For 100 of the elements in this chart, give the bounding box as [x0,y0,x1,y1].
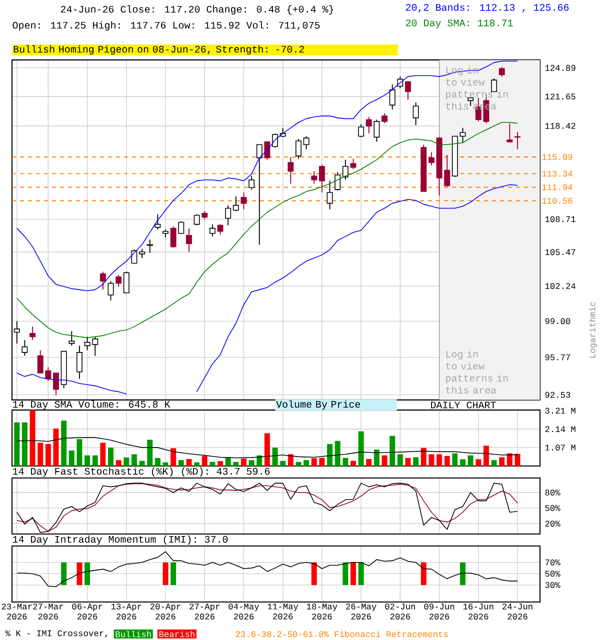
text: 20 Day SMA: 118.71 [406,20,513,28]
y-tick-label: 3.21 M [545,408,576,414]
bar [139,460,145,466]
y-axis-title: Logarithmic [588,302,598,358]
x-tick-label: 18-May 2026 [306,604,338,620]
x-tick-label: 02-Jun 2026 [385,604,416,620]
text: Bullish [116,630,151,638]
x-tick-label: 26-May 2026 [346,604,376,620]
bar [327,444,333,466]
candlestick [412,102,419,126]
bar [38,442,44,466]
bar [444,456,450,466]
candlestick [22,340,28,356]
bar [358,431,364,466]
candlestick [225,204,232,226]
candlestick [366,116,372,134]
candlestick [498,66,505,78]
candlestick [296,138,302,160]
bar [233,462,239,466]
candlestick [318,164,325,193]
y-tick-label: 1.07 M [545,444,576,451]
candlestick [146,239,153,254]
candlestick [264,141,270,160]
candlestick [100,271,106,290]
candlestick [374,119,380,142]
x-tick-label: 24-Jun 2026 [502,604,532,620]
candlestick [30,326,36,341]
legend-title: % K - IMI Crossover, [5,630,107,638]
bar [147,440,153,466]
bar [405,458,411,466]
y-tick-label: 108.71 [545,216,576,222]
candlestick [123,271,130,294]
candlestick [194,214,200,226]
x-tick-label: 16-Jun 2026 [463,604,494,620]
y-tick-label: 92.53 [545,392,570,398]
candlestick [311,170,318,184]
bar [413,457,419,466]
ref-line-label: 110.56 [542,198,572,204]
candlestick [170,226,176,248]
x-tick-label: 04-May 2026 [228,604,260,620]
bar [342,458,348,466]
candlestick [76,345,82,380]
candlestick [209,224,216,237]
candlestick [186,228,192,252]
candlestick [405,80,411,100]
x-tick-label: 11-May 2026 [268,604,298,620]
bar [178,460,184,466]
ref-line-label: 113.34 [542,170,572,177]
candlestick [108,280,114,301]
bar [397,454,403,466]
bar [240,458,246,466]
candlestick [240,192,247,210]
bar [428,454,434,466]
candlestick [139,248,146,259]
y-tick-label: 99.00 [545,318,570,324]
bar [476,459,482,466]
chart-title: 14 Day Fast Stochastic (%K) (%D): 43.7 59.6 [13,467,270,477]
bar [68,450,74,466]
chart-title: 14 Day Intraday Momentum (IMI): 37.0 [13,535,228,545]
bar [248,460,254,466]
bar [225,458,231,466]
y-tick-label: 2.14 M [545,426,576,432]
bar [272,448,278,466]
bar [210,462,216,466]
bar [45,444,51,466]
bar [108,448,114,466]
bar [319,458,325,466]
annotation: Log in to view patterns in this area [446,350,508,394]
candlestick [334,172,341,192]
y-tick-label: 118.42 [545,122,576,129]
bar [483,446,489,466]
x-tick-label: 09-Jun 2026 [424,604,454,620]
candlestick [14,320,20,344]
y-tick-label: 95.77 [545,354,570,360]
y-tick-label: 70% [545,559,560,566]
bar [14,422,20,466]
bar [468,455,474,466]
candlestick [460,127,466,144]
bar [170,448,176,466]
bar [304,460,310,466]
bar [131,454,137,466]
y-tick-label: 80% [545,490,560,496]
bar [374,449,380,466]
chart-title: 24-Jun-26 Close: 117.20 Change: 0.48 {+0.4 %} [60,5,334,15]
bar [436,454,442,466]
bar [116,460,122,466]
text: 23.6-38.2-50-61.8% Fibonacci Retracements [236,630,448,638]
candlestick [358,124,364,138]
bar [154,458,160,466]
y-tick-label: 124.89 [545,64,576,71]
bar [452,453,458,466]
text: DAILY CHART [431,402,496,408]
bar [420,448,426,466]
candlestick [303,136,310,150]
x-tick-label: 23-Mar 2026 [2,604,32,620]
candlestick [256,144,262,246]
bar [296,462,302,466]
ref-line-label: 111.94 [542,184,572,190]
bar [84,455,90,466]
chart-title: 14 Day SMA Volume: 645.8 K [13,400,170,410]
